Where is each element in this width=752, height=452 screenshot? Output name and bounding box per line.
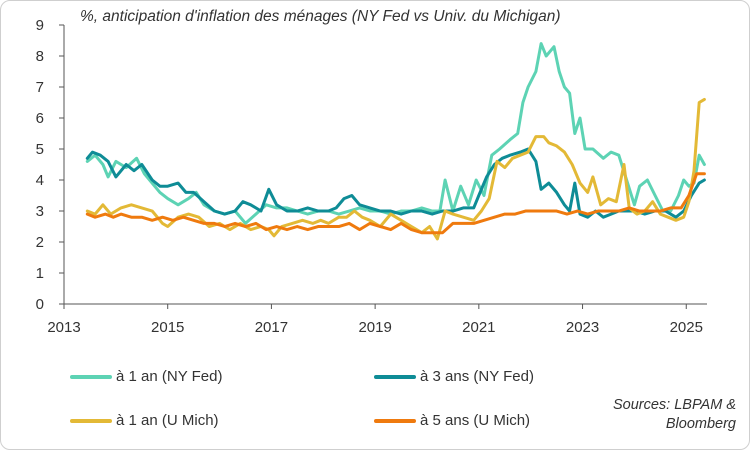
legend-label-5ans-umich: à 5 ans (U Mich): [420, 412, 531, 429]
series-line-2: [85, 97, 706, 241]
series-line-0: [85, 42, 706, 225]
y-tick-label: 0: [36, 296, 44, 313]
legend-label-1an-umich: à 1 an (U Mich): [116, 412, 219, 429]
legend-swatch-3ans-nyfed: [374, 374, 416, 379]
legend-swatch-1an-umich: [70, 418, 112, 423]
x-tick-label: 2023: [566, 319, 599, 336]
x-tick-label: 2021: [462, 319, 495, 336]
chart-title: %, anticipation d'inflation des ménages …: [80, 8, 561, 25]
y-tick-label: 6: [36, 110, 44, 127]
y-tick-label: 9: [36, 17, 44, 34]
x-tick-label: 2015: [151, 319, 184, 336]
axes: 0 1 2 3 4 5 6 7 8 9 2013 2015 2017 2019 2021 2023 2025: [36, 17, 707, 336]
legend-item-5ans-umich[interactable]: à 5 ans (U Mich): [374, 412, 530, 429]
y-tick-label: 2: [36, 234, 44, 251]
y-tick-label: 3: [36, 203, 44, 220]
source-note: Sources: LBPAM & Bloomberg: [612, 397, 736, 432]
legend-label-1an-nyfed: à 1 an (NY Fed): [116, 368, 223, 385]
x-tick-label: 2025: [670, 319, 703, 336]
legend-swatch-1an-nyfed: [70, 374, 112, 379]
legend-swatch-5ans-umich: [374, 418, 416, 423]
x-tick-label: 2019: [358, 319, 391, 336]
series-line-1: [85, 147, 706, 219]
series-line-3: [85, 172, 706, 235]
legend-item-1an-nyfed[interactable]: à 1 an (NY Fed): [70, 368, 222, 385]
x-tick-label: 2017: [255, 319, 288, 336]
y-tick-label: 1: [36, 265, 44, 282]
series-group: [85, 42, 706, 241]
y-tick-label: 8: [36, 48, 44, 65]
x-tick-label: 2013: [47, 319, 80, 336]
y-tick-label: 7: [36, 79, 44, 96]
y-tick-label: 5: [36, 141, 44, 158]
y-tick-label: 4: [36, 172, 44, 189]
legend-label-3ans-nyfed: à 3 ans (NY Fed): [420, 368, 534, 385]
legend-item-3ans-nyfed[interactable]: à 3 ans (NY Fed): [374, 368, 534, 385]
legend-item-1an-umich[interactable]: à 1 an (U Mich): [70, 412, 219, 429]
